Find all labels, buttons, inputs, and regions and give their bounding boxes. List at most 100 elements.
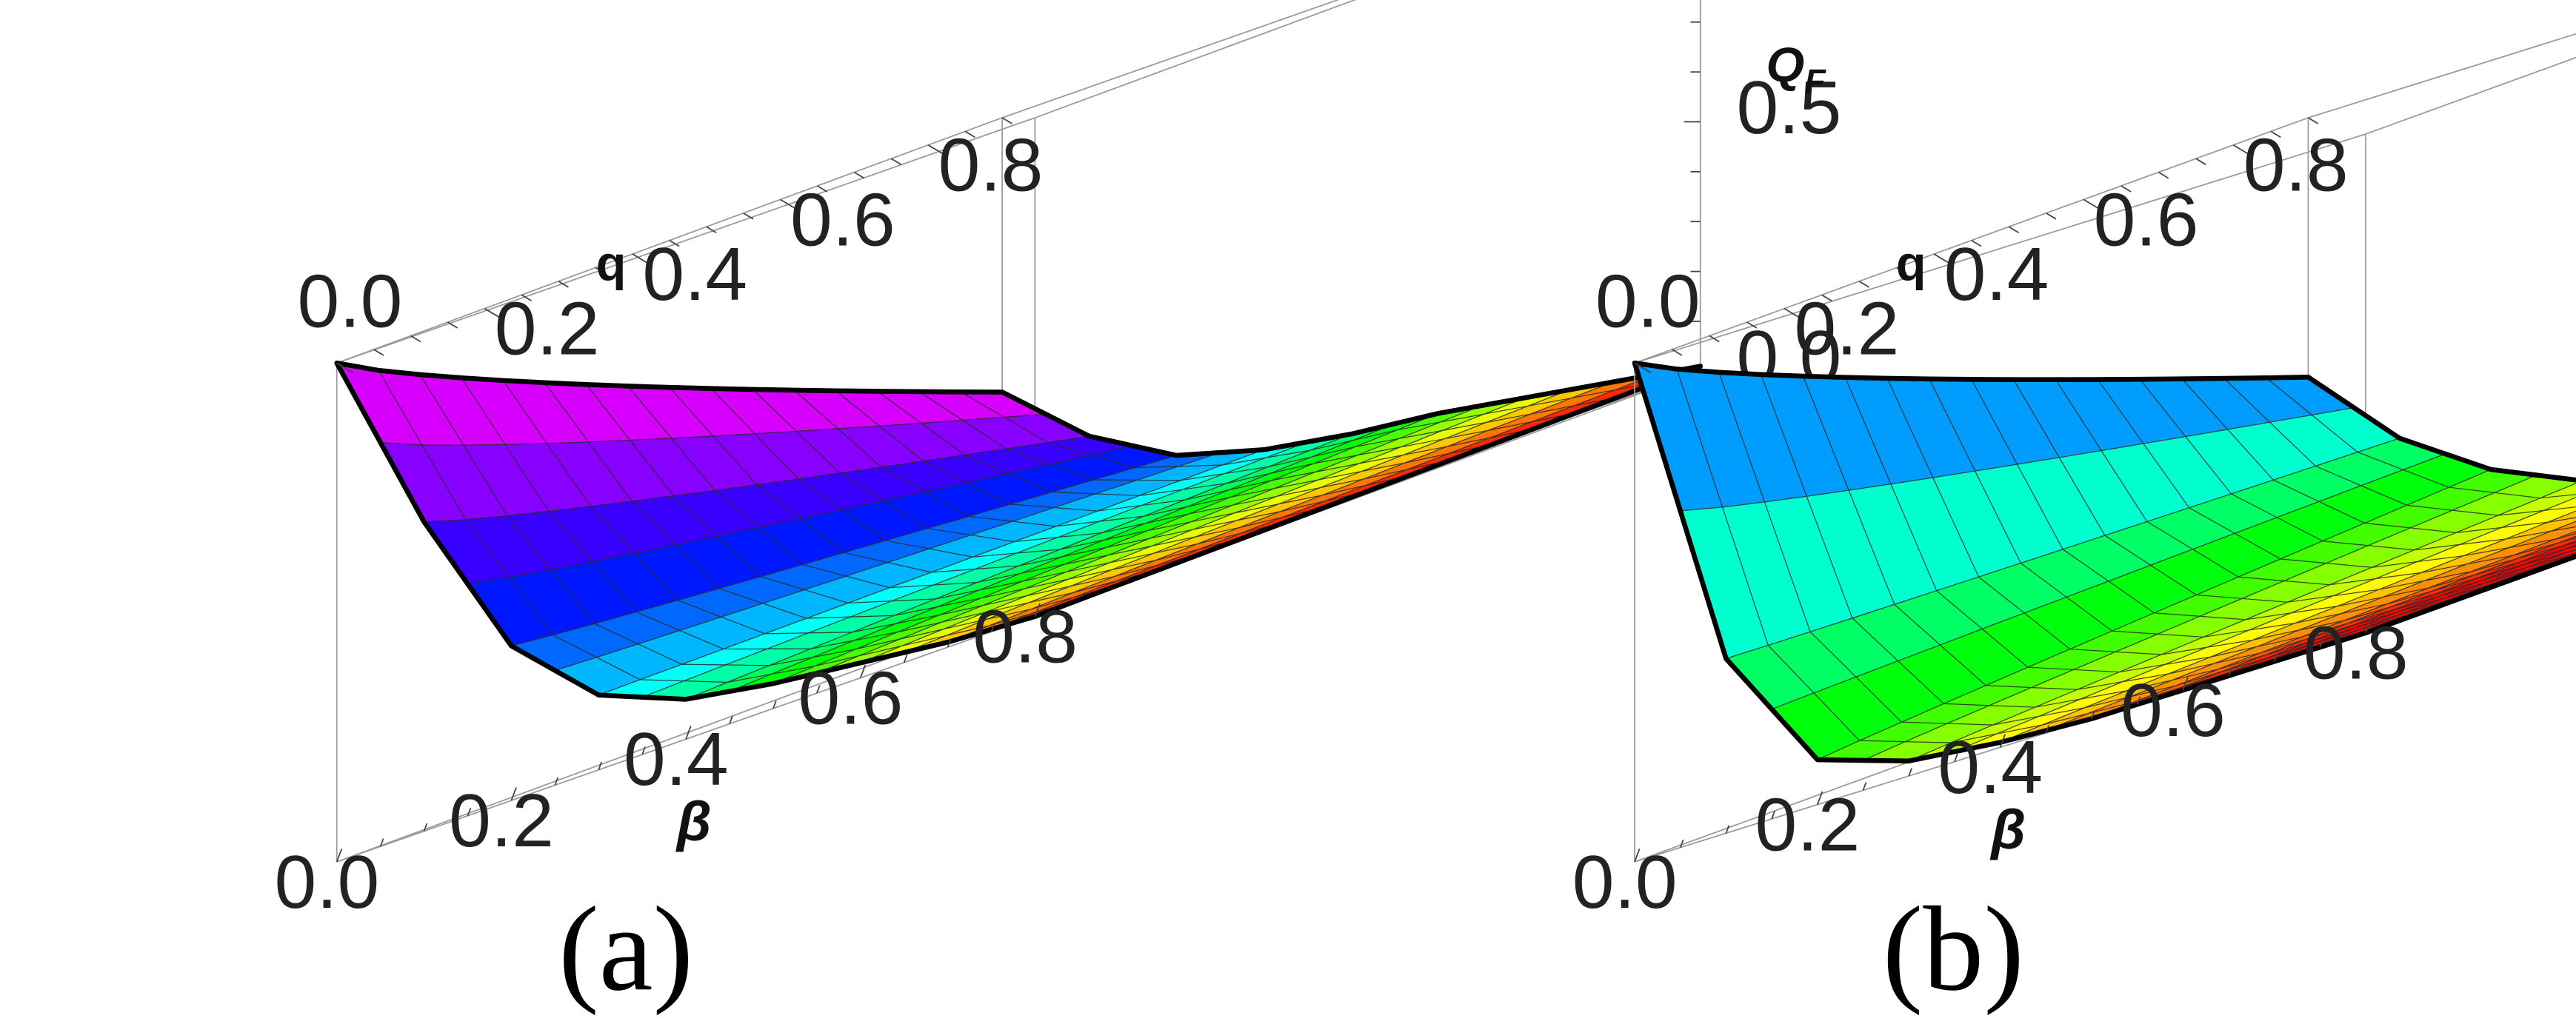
- beta-tick-label: 0.0: [274, 840, 379, 924]
- q-tick: [2195, 158, 2206, 165]
- beta-tick: [1954, 753, 1958, 762]
- beta-tick: [1725, 825, 1730, 834]
- beta-tick: [729, 715, 733, 724]
- beta-tick-label: 0.4: [1938, 725, 2043, 809]
- q-tick: [1783, 307, 1801, 319]
- beta-tick: [2091, 710, 2095, 719]
- q-tick-label: 0.0: [1595, 259, 1701, 344]
- q-tick: [2083, 198, 2100, 210]
- q-tick: [2270, 130, 2281, 138]
- q-axis-label: q: [596, 237, 627, 292]
- q-tick: [1858, 281, 1869, 288]
- q-tick: [558, 281, 569, 288]
- beta-tick: [2045, 725, 2050, 734]
- q-tick: [964, 130, 975, 138]
- beta-tick-label: 0.2: [1755, 783, 1861, 867]
- beta-tick-label: 0.8: [972, 595, 1078, 679]
- surface-outline: [334, 360, 1704, 702]
- beta-axis-label: β: [1989, 798, 2026, 860]
- q-tick: [1821, 294, 1832, 301]
- panel-caption: (a): [558, 883, 693, 1017]
- q-tick-label: 0.2: [1794, 287, 1899, 371]
- beta-tick: [2319, 639, 2324, 648]
- q-tick: [1746, 321, 1758, 329]
- beta-tick: [1634, 848, 1641, 863]
- beta-axis-label: β: [675, 790, 712, 852]
- q-tick: [410, 335, 421, 343]
- beta-tick: [773, 700, 777, 709]
- q-tick: [780, 198, 798, 210]
- beta-tick: [1908, 768, 1912, 777]
- beta-tick: [379, 838, 384, 847]
- beta-tick: [598, 761, 603, 771]
- q-tick: [1672, 349, 1683, 356]
- panel-a: 0.00.20.40.60.80.00.20.40.60.80.00.51.0β…: [274, 0, 1841, 1016]
- beta-tick-label: 0.6: [798, 656, 904, 740]
- q-tick: [447, 321, 458, 329]
- beta-tick: [1034, 603, 1041, 617]
- surface-patch: [2554, 530, 2576, 541]
- q-tick-label: 0.6: [790, 177, 895, 261]
- beta-tick-label: 0.8: [2303, 611, 2409, 695]
- beta-tick-label: 0.2: [449, 778, 554, 863]
- surface-patch: [2551, 521, 2576, 532]
- q-tick: [853, 171, 865, 179]
- beta-tick: [1679, 839, 1684, 848]
- panel-caption: (b): [1883, 883, 2024, 1017]
- beta-tick: [2136, 696, 2141, 705]
- box-edge: [1634, 133, 2366, 364]
- box-edge: [2308, 33, 2576, 118]
- q-tick: [2120, 185, 2132, 193]
- panel-b: 0.00.20.40.60.80.00.20.40.60.80.00.51.0β…: [1572, 33, 2576, 1017]
- surface: [1634, 362, 2576, 762]
- q-tick: [2307, 117, 2319, 124]
- beta-tick: [554, 777, 559, 786]
- box-edge: [1001, 0, 1340, 118]
- q-axis-label: q: [1896, 237, 1926, 292]
- q-tick: [706, 226, 717, 233]
- surface-patch: [2547, 510, 2576, 523]
- beta-tick: [990, 623, 995, 632]
- q-tick: [890, 158, 902, 165]
- beta-tick: [859, 664, 867, 678]
- q-tick: [1709, 335, 1720, 343]
- beta-tick: [2273, 653, 2278, 662]
- beta-tick: [2365, 619, 2372, 634]
- q-tick-label: 0.8: [2243, 123, 2349, 207]
- q-tick: [669, 239, 680, 247]
- beta-tick-label: 0.0: [1572, 840, 1678, 924]
- ticks: [1634, 117, 2372, 863]
- beta-tick-label: 0.4: [624, 717, 729, 801]
- beta-tick: [1862, 782, 1867, 791]
- q-tick-label: 0.0: [298, 259, 403, 344]
- beta-tick: [685, 726, 692, 740]
- beta-tick: [903, 654, 908, 663]
- q-tick: [2158, 171, 2169, 179]
- beta-tick: [510, 787, 517, 801]
- q-tick: [373, 349, 384, 356]
- surface-outline: [1632, 360, 2576, 764]
- q-tick: [743, 213, 754, 220]
- beta-tick: [2182, 677, 2189, 691]
- q-tick: [1634, 362, 1652, 374]
- q-tick: [521, 294, 533, 301]
- q-tick: [632, 253, 650, 265]
- qf-axis-label: QF: [1766, 38, 1826, 100]
- q-tick: [2232, 144, 2251, 155]
- q-tick-label: 0.2: [495, 287, 600, 371]
- q-tick: [1971, 239, 1982, 247]
- beta-tick: [336, 848, 343, 863]
- beta-tick: [641, 746, 646, 755]
- q-tick: [927, 144, 945, 155]
- q-tick: [817, 185, 828, 193]
- q-tick: [336, 362, 354, 374]
- beta-tick: [1816, 791, 1823, 805]
- box-edge: [2365, 56, 2576, 135]
- q-tick: [2008, 226, 2020, 233]
- beta-tick: [815, 685, 821, 694]
- q-tick-label: 0.6: [2094, 177, 2199, 261]
- beta-tick-label: 0.6: [2120, 668, 2226, 752]
- q-tick: [484, 307, 501, 319]
- q-tick: [1001, 117, 1012, 124]
